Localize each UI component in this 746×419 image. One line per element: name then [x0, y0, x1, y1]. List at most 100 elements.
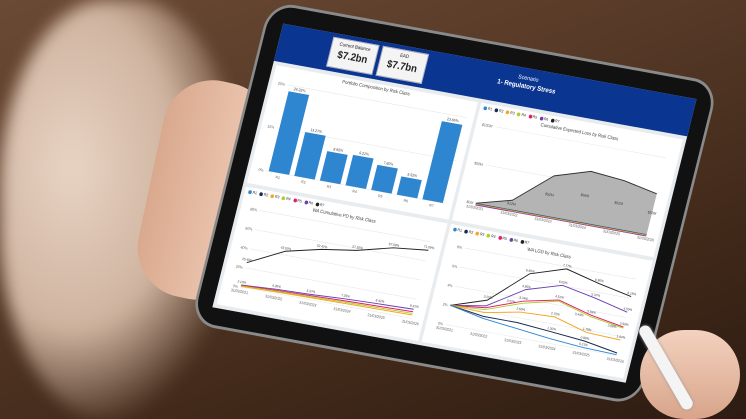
data-label: 3.20%: [483, 294, 493, 300]
area: [475, 171, 657, 235]
legend-label: R2: [498, 108, 505, 114]
x-tick-label: 31/03/2021: [230, 288, 248, 295]
series-line-R5: [475, 204, 647, 237]
data-label: 43.92%: [280, 245, 291, 251]
line-chart: 0% 20% 40% 60% 80% 31/03/2021 31/03/2022 31/03/…: [230, 207, 434, 326]
legend-item[interactable]: R5: [527, 113, 538, 120]
legend-label: R6: [543, 116, 549, 122]
legend-item[interactable]: R7: [520, 239, 530, 245]
x-tick-label: 31/03/2023: [534, 217, 552, 224]
series-line-R4: [240, 285, 413, 314]
legend-item[interactable]: R3: [505, 109, 515, 116]
x-tick-label: 31/03/2024: [538, 344, 556, 351]
series-line-R7: [450, 268, 632, 306]
data-label: $66M: [580, 193, 590, 199]
legend-label: R4: [490, 233, 497, 239]
legend-item[interactable]: R5: [292, 197, 303, 204]
bar-chart: 0% 10% 20% 24.22% R1 13.27% R2 8.92% R3 9.21% R4 7.…: [258, 82, 467, 208]
panel-wa-lgd: R1 R2 R3 R4 R5 R6 R7 WA LGD by Risk Class 0% 2%…: [421, 224, 653, 379]
x-tick-label: R1: [275, 175, 280, 180]
legend-label: R5: [296, 198, 303, 204]
x-tick-label: R6: [403, 199, 408, 204]
legend-item[interactable]: R2: [494, 107, 505, 114]
legend-item[interactable]: R4: [486, 233, 496, 239]
legend-item[interactable]: R1: [452, 226, 463, 233]
data-label: 6.05%: [558, 280, 568, 286]
y-tick-label: 10%: [267, 124, 276, 129]
x-tick-label: 31/03/2026: [401, 319, 419, 326]
data-label: 4.55%: [623, 306, 633, 312]
x-tick-label: R7: [429, 203, 434, 208]
legend-label: R6: [308, 200, 314, 206]
x-tick-label: 31/03/2022: [265, 294, 283, 301]
legend-label: R7: [319, 202, 325, 208]
x-tick-label: 31/03/2024: [568, 223, 586, 230]
data-label: 6.90%: [595, 278, 605, 284]
panel-cumulative-el: R1 R2 R3 R4 R5 R6 R7 Cumulative Expected Loss …: [451, 102, 683, 258]
data-label: 9.21%: [359, 151, 370, 157]
legend-item[interactable]: R4: [281, 195, 291, 201]
x-tick-label: 31/03/2023: [504, 338, 522, 345]
legend-item[interactable]: R6: [539, 115, 549, 122]
legend-item[interactable]: R7: [315, 201, 325, 208]
legend-label: R3: [274, 193, 281, 200]
data-label: 25.49%: [242, 257, 253, 263]
y-tick-label: 4%: [447, 283, 454, 288]
y-tick-label: 0%: [233, 284, 240, 289]
series-line-R1: [475, 202, 647, 235]
x-tick-label: R5: [378, 194, 383, 199]
bar: [396, 176, 422, 199]
data-label: 3.74%: [519, 295, 529, 301]
data-label: 57.92%: [352, 244, 363, 250]
y-tick-label: $100M: [481, 123, 492, 129]
x-tick-label: 31/03/2023: [299, 300, 317, 307]
x-tick-label: 31/03/2025: [572, 350, 590, 357]
x-tick-label: 31/03/2026: [606, 357, 624, 364]
series-line-R5: [240, 285, 414, 313]
legend-item[interactable]: R2: [464, 229, 474, 235]
series-line-R4: [475, 204, 647, 236]
bar: [294, 132, 326, 180]
legend-item[interactable]: R1: [247, 189, 258, 195]
legend-label: R3: [479, 231, 486, 237]
data-label: 2.88%: [607, 323, 617, 329]
legend-item[interactable]: R1: [483, 105, 493, 111]
gridline: [464, 247, 636, 280]
x-tick-label: R2: [301, 180, 306, 185]
data-label: 7.77%: [562, 263, 572, 269]
x-tick-label: 31/03/2025: [602, 229, 620, 236]
data-label: $52M: [545, 192, 555, 198]
series-line-R1: [450, 304, 617, 356]
legend-label: R5: [532, 114, 538, 120]
legend-item[interactable]: R2: [259, 191, 269, 197]
y-tick-label: 8%: [457, 245, 464, 250]
gridline: [494, 126, 666, 159]
x-tick-label: 31/03/2026: [636, 235, 654, 242]
tablet: Current Balance $7.2bn EAD $7.7bn Scenar…: [192, 4, 717, 403]
legend-item[interactable]: R4: [516, 111, 527, 118]
legend-item[interactable]: R7: [550, 117, 561, 124]
data-label: 5.37%: [306, 289, 316, 295]
scenario-selector[interactable]: Scenario 1- Regulatory Stress: [474, 67, 580, 100]
legend-item[interactable]: R6: [303, 199, 314, 206]
legend-label: R4: [520, 112, 527, 118]
data-label: 1.64%: [616, 334, 626, 340]
legend-item[interactable]: R3: [270, 193, 280, 199]
bar: [268, 91, 310, 175]
data-label: 6.18%: [627, 291, 637, 297]
x-tick-label: 31/03/2025: [367, 313, 385, 320]
legend-item[interactable]: R3: [475, 231, 485, 237]
series-line: [475, 170, 657, 204]
legend-item[interactable]: R5: [497, 235, 507, 241]
legend-item[interactable]: R6: [508, 237, 519, 243]
data-label: 7.60%: [383, 161, 394, 167]
data-label: 0.21%: [579, 342, 589, 348]
legend-label: R1: [457, 227, 463, 233]
gridline: [254, 229, 426, 262]
x-tick-label: R4: [352, 189, 357, 194]
y-tick-label: $50M: [474, 161, 484, 167]
legend-label: R7: [554, 118, 561, 124]
data-label: 13.27%: [310, 128, 323, 134]
data-label: 67.09%: [388, 242, 399, 248]
data-label: 71.09%: [423, 244, 434, 250]
